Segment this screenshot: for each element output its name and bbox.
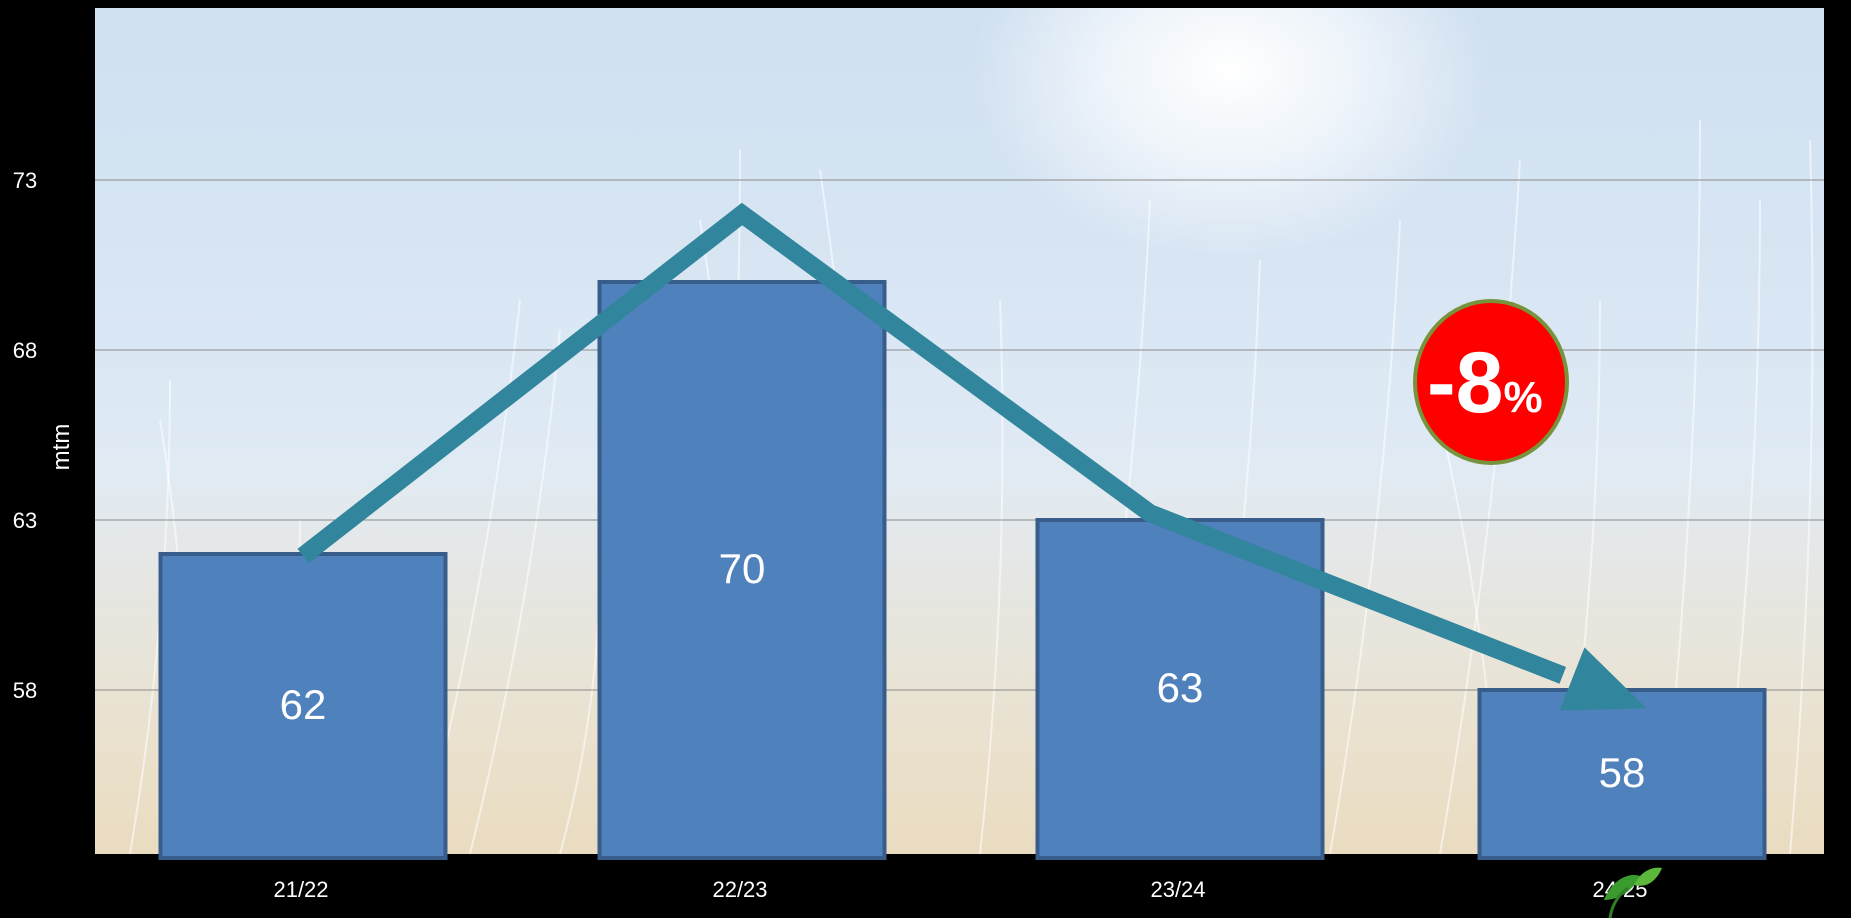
x-tick-label: 21/22 — [273, 877, 328, 902]
y-tick-label: 73 — [13, 168, 37, 193]
y-tick-label: 68 — [13, 338, 37, 363]
badge-unit: % — [1503, 373, 1542, 422]
badge-value: -8 — [1427, 335, 1503, 431]
bar-data-label: 70 — [719, 545, 766, 592]
bar-labels: 62 70 63 58 — [280, 545, 1646, 796]
bar — [597, 280, 887, 860]
bar — [1477, 688, 1767, 860]
bar-data-label: 58 — [1599, 749, 1646, 796]
bar — [158, 552, 448, 860]
svg-text:-8%: -8% — [1427, 335, 1543, 431]
x-tick-label: 22/23 — [712, 877, 767, 902]
x-tick-label: 23/24 — [1150, 877, 1205, 902]
y-axis-title: mtm — [48, 424, 75, 471]
trend-line — [297, 202, 1567, 684]
y-axis-ticks: 73 68 63 58 — [13, 168, 37, 703]
y-tick-label: 63 — [13, 508, 37, 533]
badge-circle — [1413, 299, 1569, 465]
leaf-icon — [1604, 867, 1662, 918]
bar-data-label: 62 — [280, 681, 327, 728]
y-tick-label: 58 — [13, 678, 37, 703]
percent-change-badge: -8% — [1413, 299, 1569, 465]
trend-arrowhead — [1559, 647, 1647, 711]
bar-data-label: 63 — [1157, 664, 1204, 711]
bars — [158, 280, 1767, 860]
trend-arrow — [297, 202, 1647, 711]
bar — [1035, 518, 1325, 860]
